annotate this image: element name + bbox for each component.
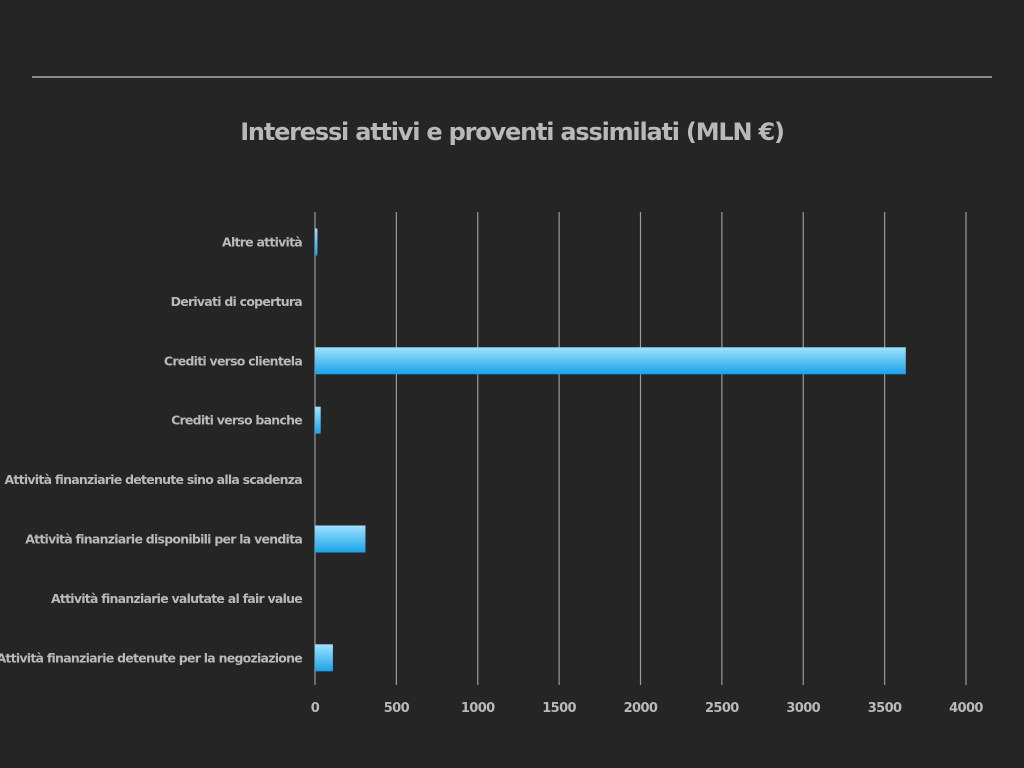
gridlines: [314, 212, 967, 685]
x-axis-tick-labels: 0 500 1000 1500 2000 2500 3000 3500 4000: [311, 701, 984, 716]
bar: [315, 406, 321, 434]
x-tick-label: 1500: [542, 701, 576, 716]
chart-title: Interessi attivi e proventi assimilati (…: [240, 118, 785, 146]
category-label: Crediti verso banche: [171, 413, 302, 428]
x-tick-label: 4000: [949, 701, 983, 716]
category-label: Derivati di copertura: [171, 294, 303, 309]
category-label: Attività finanziarie detenute sino alla …: [5, 472, 303, 487]
bars: [315, 228, 906, 672]
category-label: Attività finanziarie detenute per la neg…: [0, 650, 302, 665]
bar: [315, 228, 318, 256]
category-label: Altre attività: [222, 235, 302, 250]
bar: [315, 347, 906, 375]
category-label: Crediti verso clientela: [164, 353, 302, 368]
x-tick-label: 500: [384, 701, 410, 716]
x-tick-label: 2000: [624, 701, 658, 716]
bar: [315, 525, 366, 553]
category-label: Attività finanziarie disponibili per la …: [25, 532, 302, 547]
x-tick-label: 0: [311, 701, 320, 716]
x-tick-label: 1000: [461, 701, 495, 716]
category-labels: Altre attività Derivati di copertura Credi…: [0, 235, 303, 666]
category-label: Attività finanziarie valutate al fair va…: [51, 591, 302, 606]
x-tick-label: 3500: [868, 701, 902, 716]
x-tick-label: 3000: [786, 701, 820, 716]
x-tick-label: 2500: [705, 701, 739, 716]
bar: [315, 644, 333, 672]
divider-line: [32, 76, 992, 78]
